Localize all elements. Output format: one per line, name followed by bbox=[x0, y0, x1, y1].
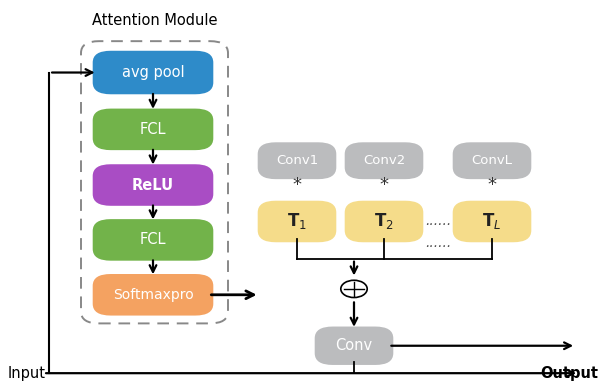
FancyBboxPatch shape bbox=[258, 201, 337, 242]
Text: Conv2: Conv2 bbox=[363, 154, 405, 167]
Text: Conv1: Conv1 bbox=[276, 154, 318, 167]
FancyBboxPatch shape bbox=[344, 201, 424, 242]
Text: ReLU: ReLU bbox=[132, 178, 174, 192]
Text: ......: ...... bbox=[425, 214, 451, 229]
Text: FCL: FCL bbox=[140, 232, 166, 247]
Text: FCL: FCL bbox=[140, 122, 166, 137]
Text: Output: Output bbox=[540, 366, 598, 381]
Text: *: * bbox=[380, 176, 389, 194]
FancyBboxPatch shape bbox=[453, 201, 532, 242]
Text: Softmaxpro: Softmaxpro bbox=[113, 288, 193, 302]
Text: $\mathbf{T}_{1}$: $\mathbf{T}_{1}$ bbox=[287, 211, 307, 232]
FancyBboxPatch shape bbox=[314, 327, 394, 365]
FancyBboxPatch shape bbox=[93, 274, 214, 316]
Text: ConvL: ConvL bbox=[472, 154, 512, 167]
Text: $\mathbf{T}_{2}$: $\mathbf{T}_{2}$ bbox=[374, 211, 394, 232]
Circle shape bbox=[341, 280, 367, 298]
Text: avg pool: avg pool bbox=[122, 65, 184, 80]
Text: Input: Input bbox=[7, 366, 45, 381]
Text: *: * bbox=[487, 176, 497, 194]
FancyBboxPatch shape bbox=[93, 51, 214, 94]
FancyBboxPatch shape bbox=[258, 142, 337, 179]
FancyBboxPatch shape bbox=[344, 142, 424, 179]
Text: Conv: Conv bbox=[335, 338, 373, 353]
Text: ......: ...... bbox=[425, 236, 451, 250]
Text: *: * bbox=[293, 176, 302, 194]
Text: Attention Module: Attention Module bbox=[92, 13, 218, 28]
FancyBboxPatch shape bbox=[93, 109, 214, 150]
FancyBboxPatch shape bbox=[93, 219, 214, 261]
FancyBboxPatch shape bbox=[93, 164, 214, 206]
FancyBboxPatch shape bbox=[453, 142, 532, 179]
Text: $\mathbf{T}_{L}$: $\mathbf{T}_{L}$ bbox=[482, 211, 502, 232]
